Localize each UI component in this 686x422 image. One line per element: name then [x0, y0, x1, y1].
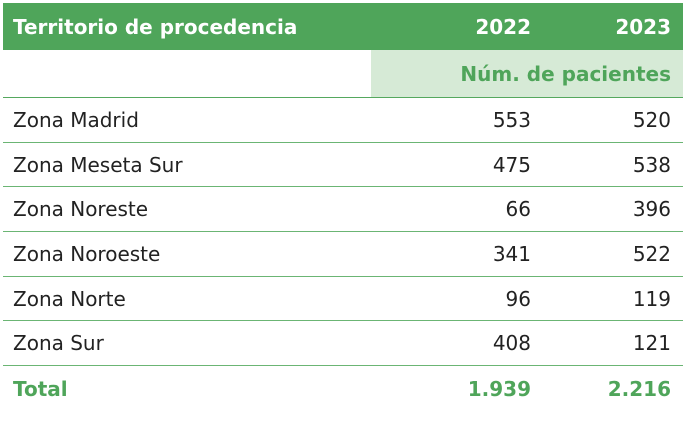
header-year-2022: 2022: [475, 14, 531, 39]
total-label: Total: [13, 377, 68, 402]
table-header: Territorio de procedencia 2022 2023: [3, 3, 683, 50]
value-2023: 121: [632, 331, 671, 356]
value-2023: 520: [632, 107, 671, 132]
value-2023: 538: [632, 152, 671, 177]
value-2022: 96: [505, 286, 531, 311]
zone-name: Zona Noreste: [13, 197, 149, 222]
table-row: Zona Meseta Sur 475 538: [3, 143, 683, 188]
patients-table: Territorio de procedencia 2022 2023 Núm.…: [3, 3, 683, 412]
zone-name: Zona Madrid: [13, 107, 139, 132]
zone-name: Zona Sur: [13, 331, 104, 356]
total-2022: 1.939: [467, 377, 531, 402]
value-2022: 475: [492, 152, 531, 177]
value-2023: 119: [632, 286, 671, 311]
value-2022: 408: [492, 331, 531, 356]
zone-name: Zona Meseta Sur: [13, 152, 183, 177]
total-row: Total 1.939 2.216: [3, 366, 683, 412]
zone-name: Zona Norte: [13, 286, 126, 311]
value-2023: 396: [632, 197, 671, 222]
table-row: Zona Norte 96 119: [3, 277, 683, 322]
table-row: Zona Noroeste 341 522: [3, 232, 683, 277]
table-row: Zona Madrid 553 520: [3, 98, 683, 143]
total-2023: 2.216: [607, 377, 671, 402]
value-2023: 522: [632, 241, 671, 266]
zone-name: Zona Noroeste: [13, 241, 161, 266]
table-row: Zona Sur 408 121: [3, 321, 683, 367]
units-label: Núm. de pacientes: [371, 50, 683, 97]
value-2022: 341: [492, 241, 531, 266]
value-2022: 66: [505, 197, 531, 222]
table-row: Zona Noreste 66 396: [3, 187, 683, 233]
units-row: Núm. de pacientes: [3, 50, 683, 98]
header-territory: Territorio de procedencia: [13, 14, 298, 39]
value-2022: 553: [492, 107, 531, 132]
header-year-2023: 2023: [615, 14, 671, 39]
